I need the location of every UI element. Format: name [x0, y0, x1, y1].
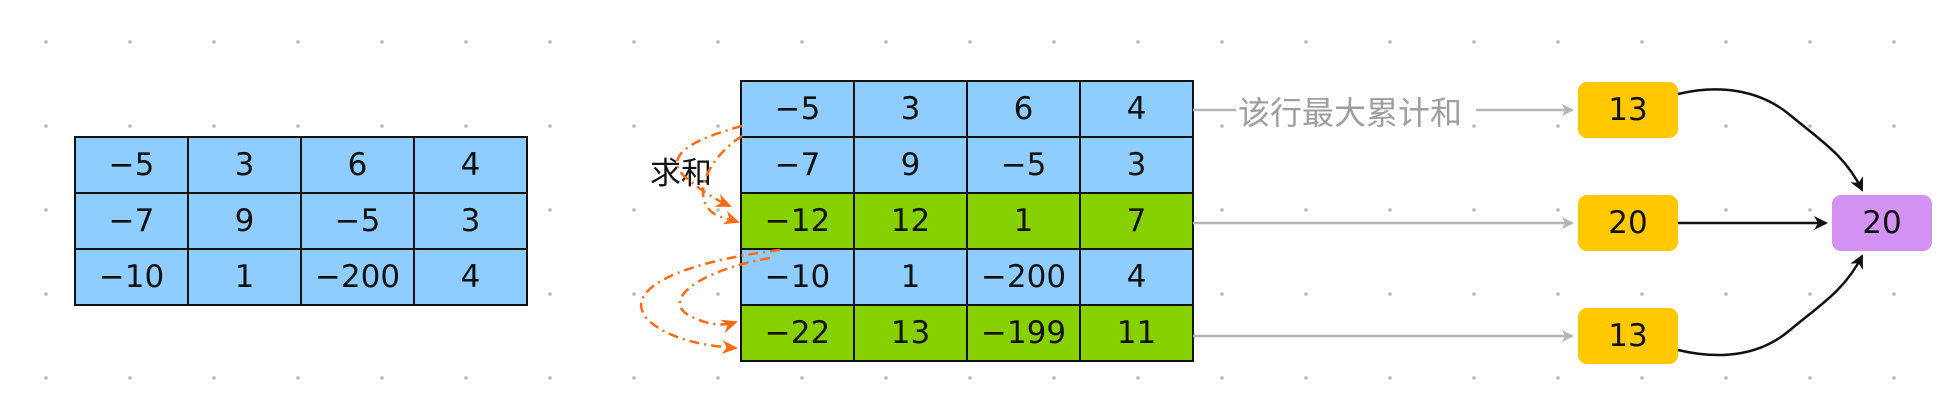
right-matrix-cell: 1: [968, 194, 1081, 250]
row-max-label: 该行最大累计和: [1234, 88, 1467, 134]
right-matrix-cell: 11: [1081, 306, 1194, 362]
left-matrix-cell: −5: [76, 138, 189, 194]
row-max-box-1: 13: [1578, 82, 1678, 138]
right-matrix-cell: 6: [968, 82, 1081, 138]
right-matrix-cell: −5: [968, 138, 1081, 194]
left-matrix-cell: 3: [189, 138, 302, 194]
left-matrix-cell: −7: [76, 194, 189, 250]
right-matrix-cell: −7: [742, 138, 855, 194]
right-matrix-cell: −10: [742, 250, 855, 306]
right-matrix-cell: 13: [855, 306, 968, 362]
row-max-box-3: 13: [1578, 308, 1678, 364]
right-matrix-cell: 1: [855, 250, 968, 306]
sum-label: 求和: [650, 156, 712, 192]
right-matrix-cell: −22: [742, 306, 855, 362]
right-matrix-cell: 3: [1081, 138, 1194, 194]
right-matrix-cell: 9: [855, 138, 968, 194]
left-matrix-cell: 3: [415, 194, 528, 250]
right-matrix-cell: 4: [1081, 250, 1194, 306]
right-matrix-cell: 12: [855, 194, 968, 250]
left-matrix-cell: 1: [189, 250, 302, 306]
right-matrix-cell: −12: [742, 194, 855, 250]
left-matrix-cell: 4: [415, 138, 528, 194]
black-arrow-top: [1677, 88, 1864, 192]
right-matrix-with-cumulative-rows: −5 3 6 4 −7 9 −5 3 −12 12 1 7 −10 1 −200 4 −22 13 −199 11: [740, 80, 1194, 362]
left-matrix-cell: −200: [302, 250, 415, 306]
left-matrix-cell: 9: [189, 194, 302, 250]
right-matrix-cell: −199: [968, 306, 1081, 362]
black-arrow-bottom: [1677, 254, 1864, 357]
row-max-box-2: 20: [1578, 195, 1678, 251]
left-matrix: −5 3 6 4 −7 9 −5 3 −10 1 −200 4: [74, 136, 528, 306]
left-matrix-cell: −10: [76, 250, 189, 306]
right-matrix-cell: 7: [1081, 194, 1194, 250]
result-box: 20: [1832, 195, 1932, 251]
right-matrix-cell: 3: [855, 82, 968, 138]
right-matrix-cell: −200: [968, 250, 1081, 306]
left-matrix-cell: 4: [415, 250, 528, 306]
left-matrix-cell: −5: [302, 194, 415, 250]
left-matrix-cell: 6: [302, 138, 415, 194]
right-matrix-cell: 4: [1081, 82, 1194, 138]
right-matrix-cell: −5: [742, 82, 855, 138]
